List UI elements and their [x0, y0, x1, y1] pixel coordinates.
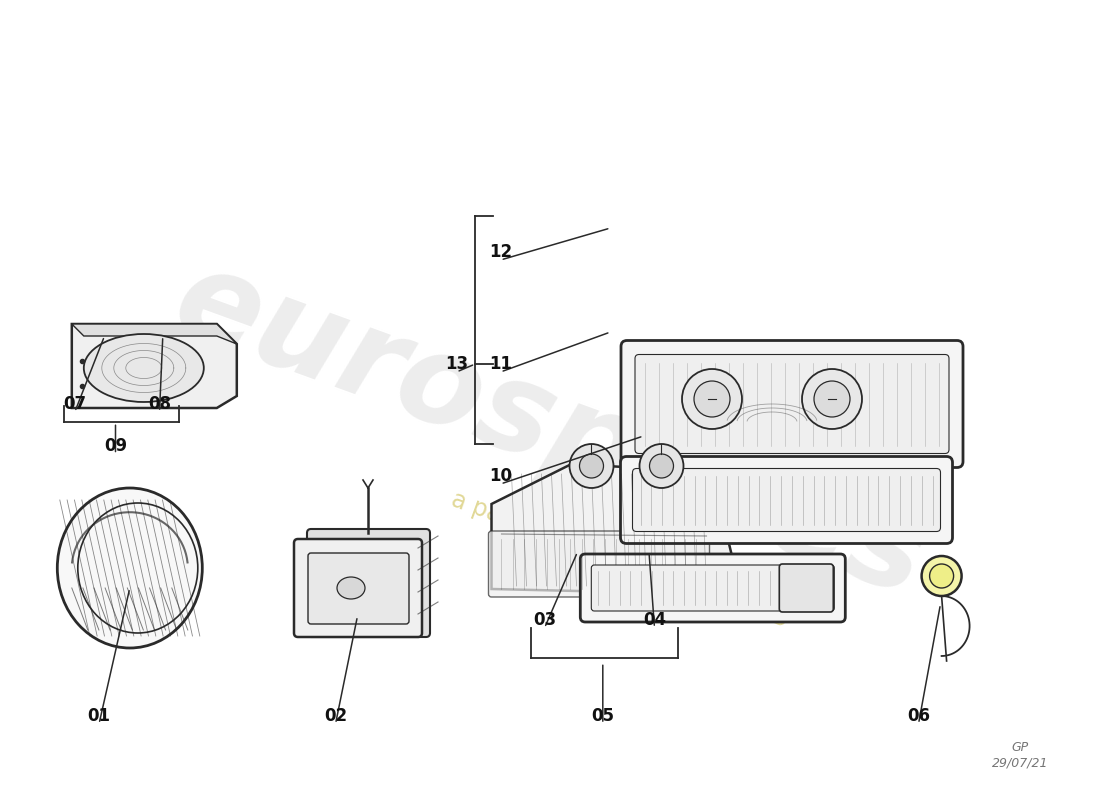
Text: 02: 02 [323, 707, 348, 725]
Text: 08: 08 [148, 395, 170, 413]
Text: 04: 04 [642, 611, 667, 629]
FancyBboxPatch shape [620, 457, 953, 543]
FancyBboxPatch shape [308, 553, 409, 624]
Circle shape [570, 444, 614, 488]
Text: 07: 07 [63, 395, 87, 413]
Circle shape [580, 454, 604, 478]
Circle shape [682, 369, 742, 429]
Text: 11: 11 [490, 355, 512, 373]
FancyBboxPatch shape [635, 354, 949, 454]
Ellipse shape [57, 488, 202, 648]
FancyBboxPatch shape [294, 539, 422, 637]
Ellipse shape [337, 577, 365, 599]
Circle shape [639, 444, 683, 488]
FancyBboxPatch shape [307, 529, 430, 637]
Circle shape [649, 454, 673, 478]
Text: a passion for parts since 1985: a passion for parts since 1985 [448, 488, 792, 632]
Ellipse shape [84, 334, 204, 402]
Circle shape [922, 556, 961, 596]
Circle shape [694, 381, 730, 417]
Text: eurospares: eurospares [158, 238, 942, 622]
FancyBboxPatch shape [581, 554, 845, 622]
Polygon shape [72, 324, 236, 408]
FancyBboxPatch shape [592, 565, 834, 611]
Text: 10: 10 [490, 467, 512, 485]
Circle shape [814, 381, 850, 417]
FancyBboxPatch shape [779, 564, 834, 612]
Text: 06: 06 [908, 707, 930, 725]
Circle shape [802, 369, 862, 429]
Circle shape [930, 564, 954, 588]
FancyBboxPatch shape [488, 531, 710, 597]
Text: 09: 09 [103, 438, 128, 455]
Polygon shape [72, 324, 236, 344]
FancyBboxPatch shape [621, 341, 962, 467]
Text: 12: 12 [488, 243, 513, 261]
Text: 13: 13 [444, 355, 469, 373]
Text: 01: 01 [88, 707, 110, 725]
Text: GP
29/07/21: GP 29/07/21 [992, 741, 1048, 769]
FancyBboxPatch shape [632, 469, 940, 531]
Text: 05: 05 [592, 707, 614, 725]
Polygon shape [492, 464, 732, 594]
Text: 03: 03 [532, 611, 557, 629]
